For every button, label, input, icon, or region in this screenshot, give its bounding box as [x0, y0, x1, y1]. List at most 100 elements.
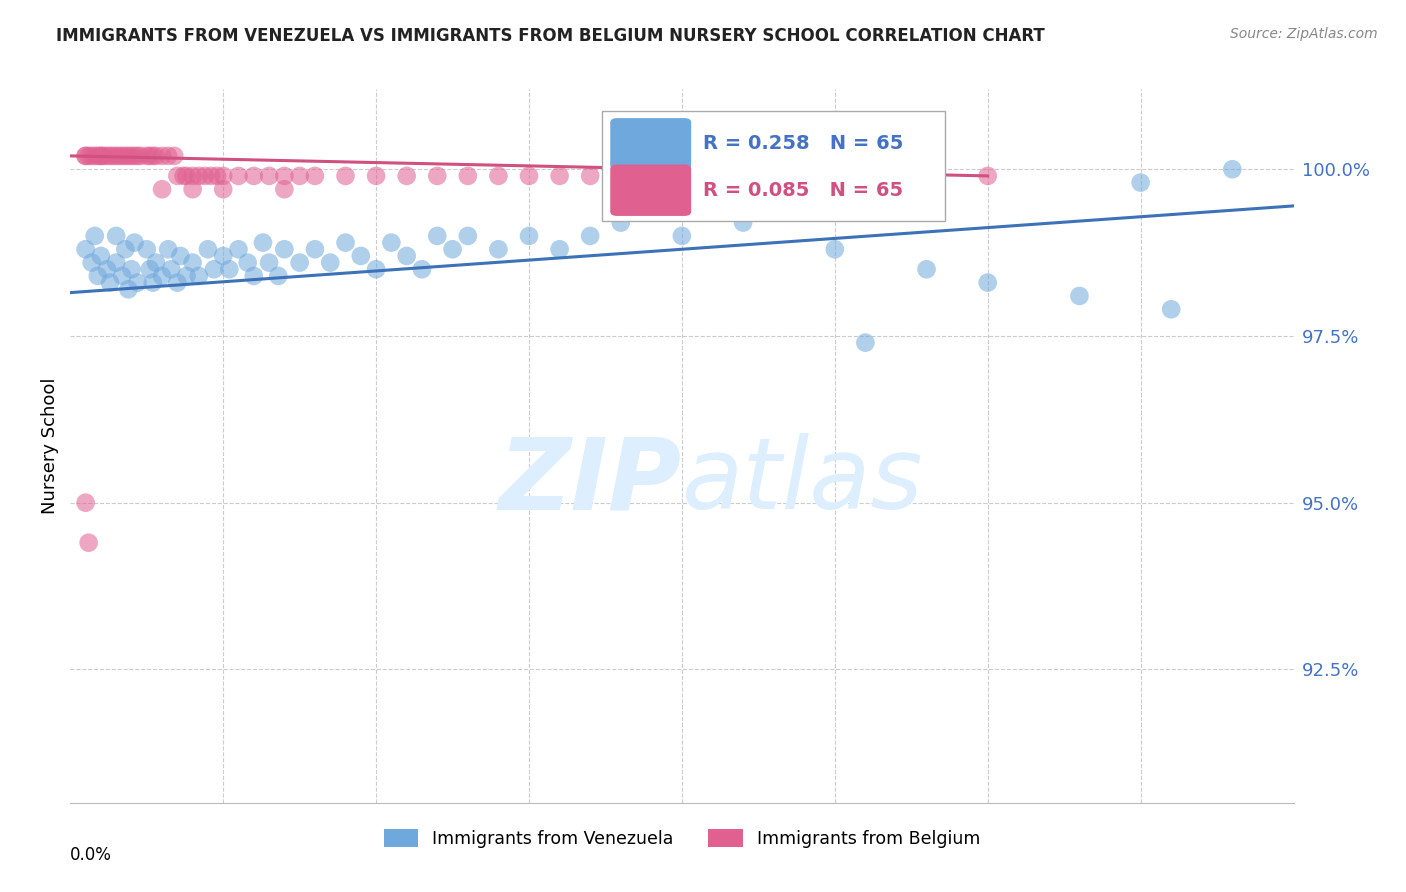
Point — [117, 282, 139, 296]
Point — [610, 216, 633, 230]
Point — [75, 149, 97, 163]
Y-axis label: Nursery School: Nursery School — [41, 377, 59, 515]
Point — [96, 262, 118, 277]
Point — [548, 169, 571, 183]
Point — [80, 255, 103, 269]
Point — [426, 228, 449, 243]
Point — [87, 268, 110, 283]
Text: Source: ZipAtlas.com: Source: ZipAtlas.com — [1230, 27, 1378, 41]
Point — [441, 242, 464, 256]
Point — [75, 496, 97, 510]
Point — [517, 228, 540, 243]
Point — [1069, 289, 1091, 303]
Point — [915, 169, 938, 183]
Point — [671, 169, 693, 183]
Point — [145, 255, 167, 269]
Point — [610, 169, 633, 183]
Point — [172, 169, 194, 183]
Point — [157, 242, 180, 256]
Text: ZIP: ZIP — [499, 434, 682, 530]
Point — [93, 149, 115, 163]
Point — [366, 169, 388, 183]
Point — [488, 242, 510, 256]
Point — [121, 262, 143, 277]
Point — [243, 169, 266, 183]
Point — [163, 149, 186, 163]
Point — [139, 149, 162, 163]
Point — [671, 228, 693, 243]
Point — [98, 276, 121, 290]
Point — [197, 242, 219, 256]
Point — [257, 169, 280, 183]
Point — [187, 268, 209, 283]
Point — [273, 242, 295, 256]
Point — [218, 262, 240, 277]
Point — [75, 242, 97, 256]
Point — [127, 149, 149, 163]
Point — [252, 235, 274, 250]
Point — [488, 169, 510, 183]
Point — [127, 276, 149, 290]
Point — [350, 249, 373, 263]
Point — [87, 149, 110, 163]
Point — [236, 255, 259, 269]
Point — [976, 276, 998, 290]
Point — [124, 235, 146, 250]
Point — [257, 255, 280, 269]
Point — [228, 242, 250, 256]
Point — [212, 249, 235, 263]
Point — [915, 262, 938, 277]
Point — [288, 255, 311, 269]
Point — [243, 268, 266, 283]
Point — [194, 169, 217, 183]
Point — [90, 149, 112, 163]
Point — [1160, 302, 1182, 317]
Point — [205, 169, 228, 183]
Point — [114, 242, 136, 256]
Point — [166, 276, 188, 290]
Point — [176, 268, 198, 283]
Point — [457, 228, 479, 243]
Point — [142, 276, 165, 290]
Point — [150, 182, 173, 196]
Text: IMMIGRANTS FROM VENEZUELA VS IMMIGRANTS FROM BELGIUM NURSERY SCHOOL CORRELATION : IMMIGRANTS FROM VENEZUELA VS IMMIGRANTS … — [56, 27, 1045, 45]
Point — [579, 169, 602, 183]
Point — [1129, 176, 1152, 190]
Point — [228, 169, 250, 183]
Point — [105, 255, 128, 269]
Point — [166, 169, 188, 183]
Point — [640, 169, 662, 183]
Point — [335, 235, 357, 250]
Point — [83, 228, 105, 243]
Point — [117, 149, 139, 163]
Point — [548, 242, 571, 256]
Point — [855, 335, 877, 350]
Point — [579, 228, 602, 243]
Point — [105, 228, 128, 243]
Point — [395, 169, 418, 183]
Point — [105, 149, 128, 163]
Point — [169, 249, 191, 263]
FancyBboxPatch shape — [612, 165, 690, 215]
Point — [90, 249, 112, 263]
Point — [212, 182, 235, 196]
Point — [181, 169, 204, 183]
Point — [157, 149, 180, 163]
Point — [304, 242, 326, 256]
Point — [288, 169, 311, 183]
Point — [139, 262, 162, 277]
Point — [824, 242, 846, 256]
Point — [101, 149, 124, 163]
Text: R = 0.258   N = 65: R = 0.258 N = 65 — [703, 135, 903, 153]
Point — [142, 149, 165, 163]
Point — [457, 169, 479, 183]
Legend: Immigrants from Venezuela, Immigrants from Belgium: Immigrants from Venezuela, Immigrants fr… — [377, 822, 987, 855]
Point — [90, 149, 112, 163]
Point — [135, 149, 157, 163]
Point — [181, 255, 204, 269]
Point — [98, 149, 121, 163]
Point — [212, 169, 235, 183]
Point — [108, 149, 131, 163]
Point — [77, 535, 100, 549]
Point — [181, 182, 204, 196]
